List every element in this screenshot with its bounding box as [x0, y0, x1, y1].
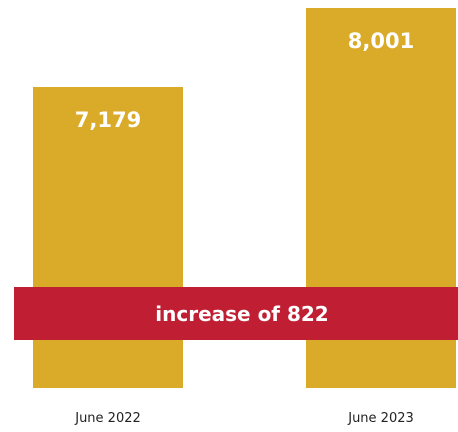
bar-value-labels-group: 7,179 8,001 [75, 29, 414, 132]
category-label-2: June 2023 [347, 411, 414, 426]
bar-1 [33, 87, 183, 388]
bar-value-label-2: 8,001 [348, 29, 414, 53]
annotation-text: increase of 822 [155, 302, 328, 326]
annotation-banner [14, 287, 458, 340]
category-label-1: June 2022 [74, 411, 141, 426]
category-labels-group: June 2022 June 2023 [74, 411, 414, 426]
bar-value-label-1: 7,179 [75, 108, 141, 132]
